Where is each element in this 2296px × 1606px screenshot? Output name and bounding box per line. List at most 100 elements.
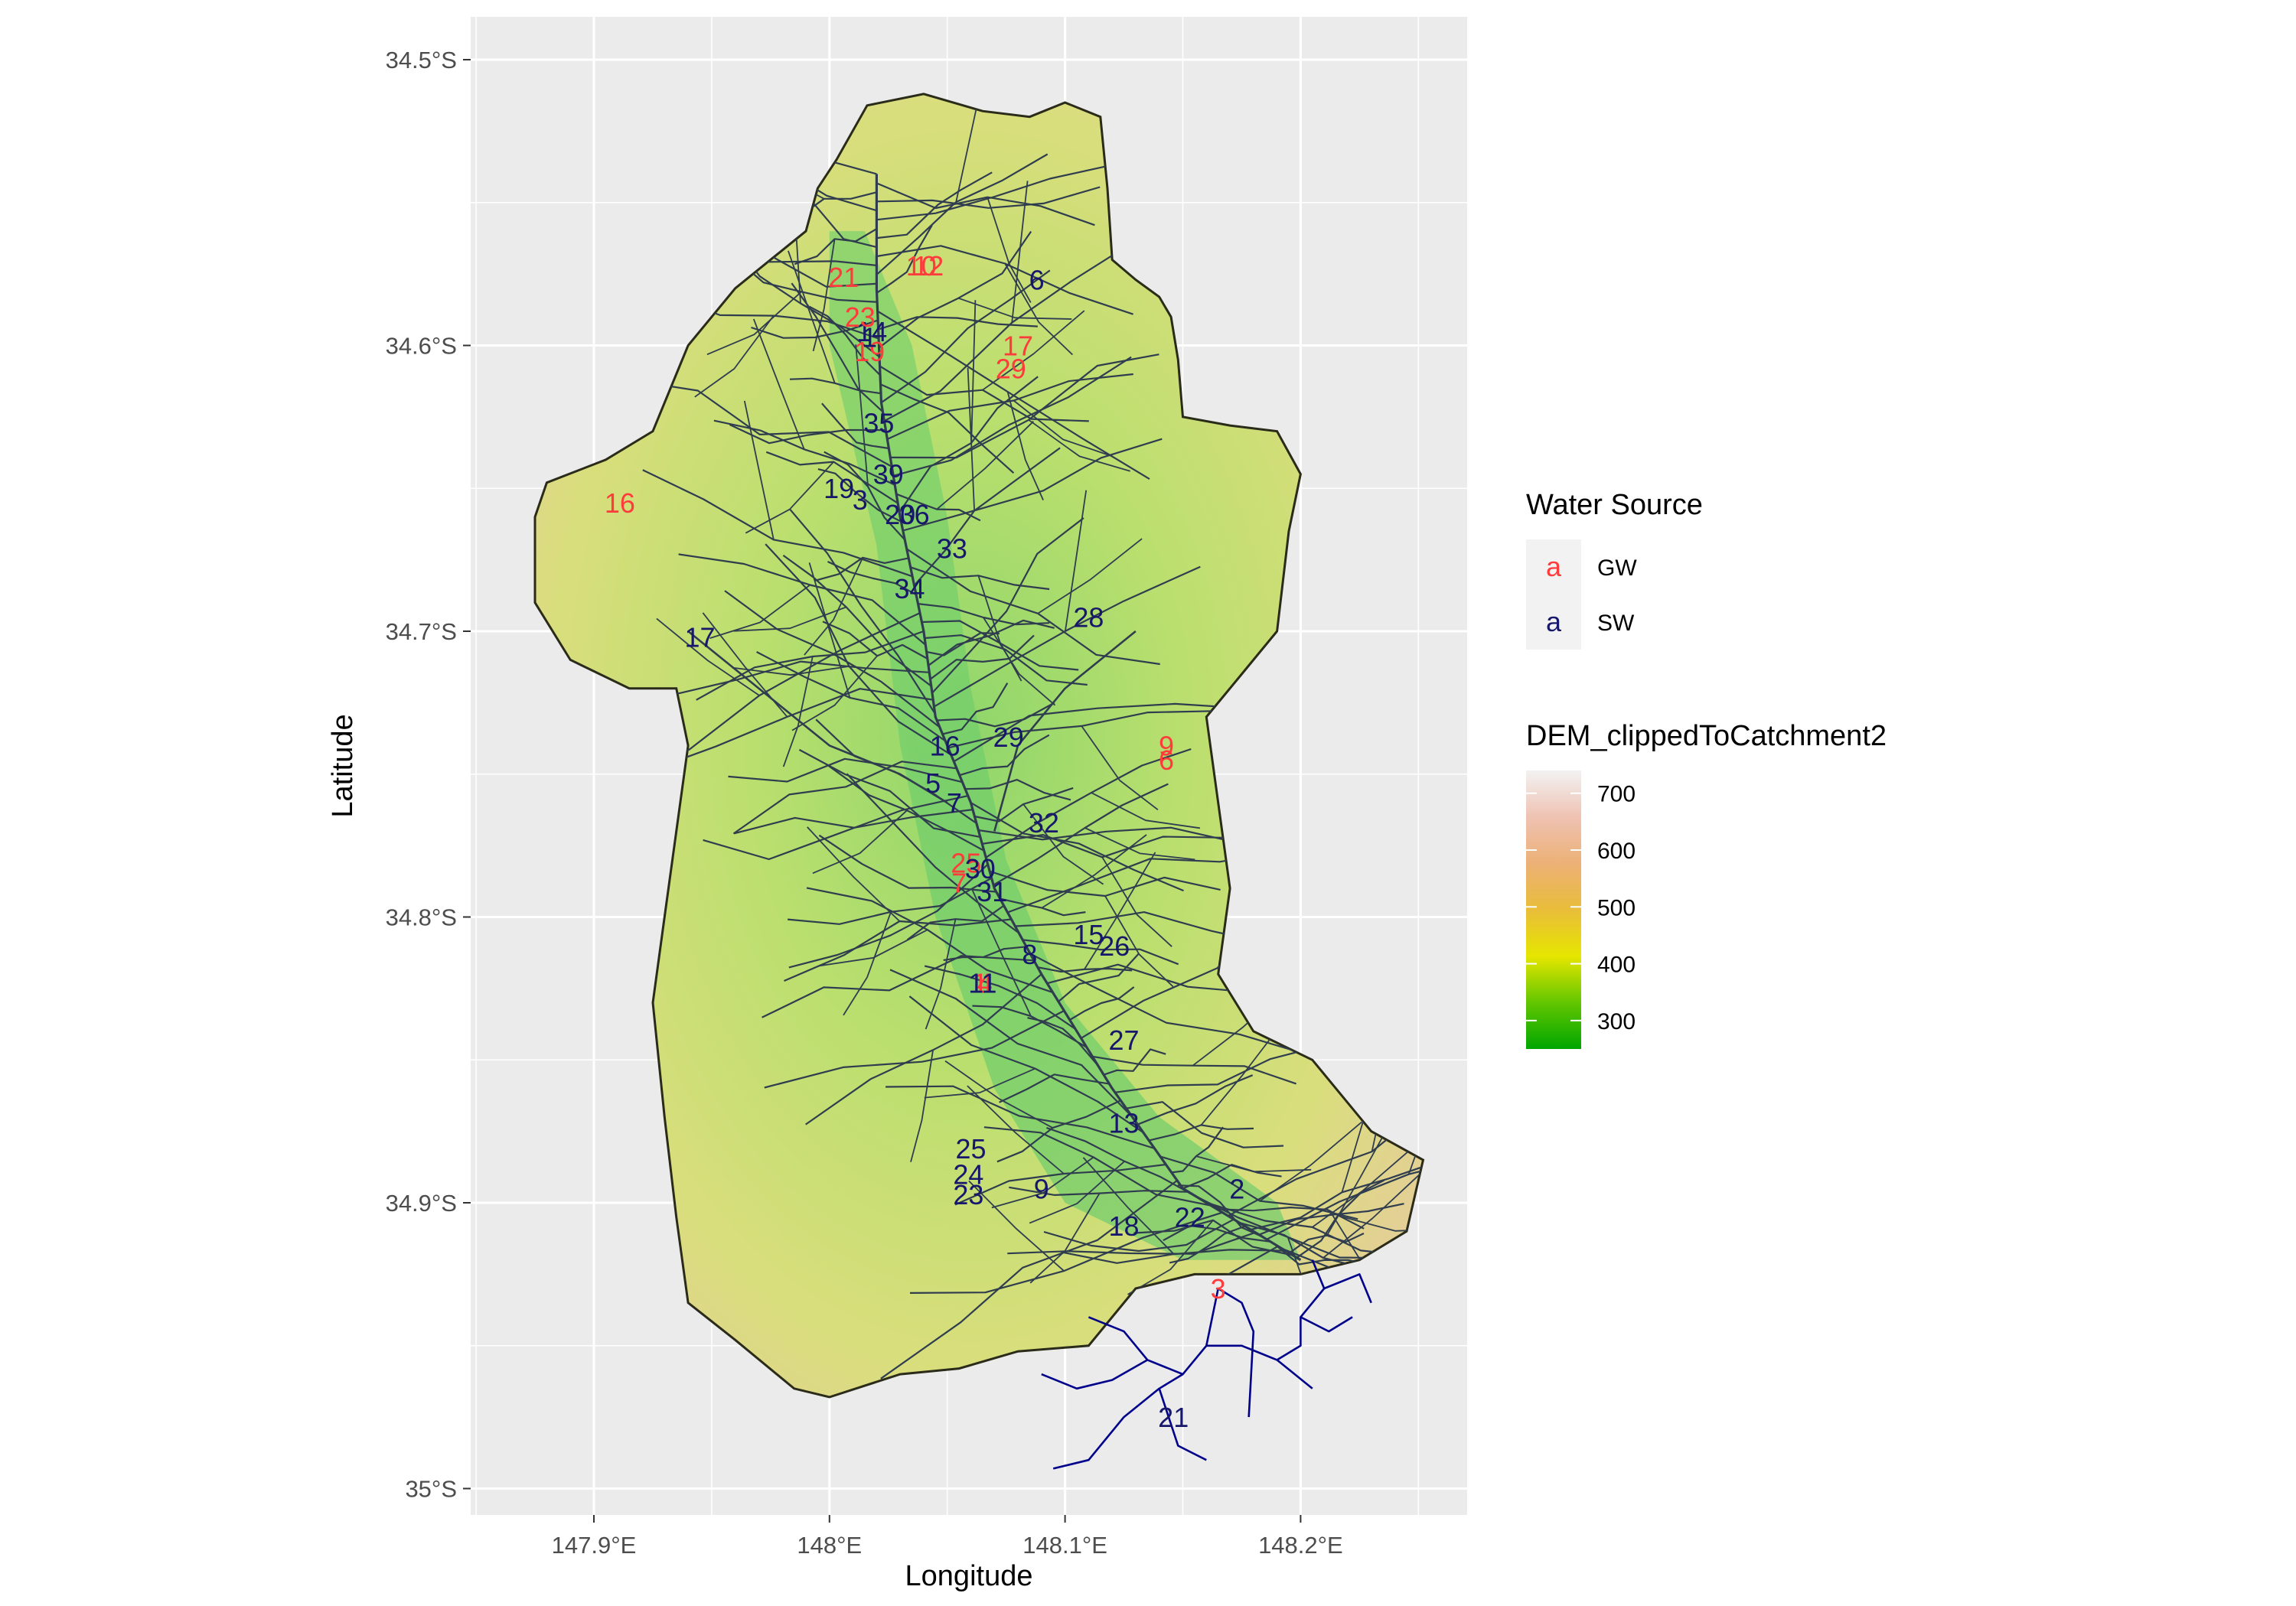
site-label-sw: 21 (1158, 1402, 1189, 1433)
site-label-sw: 23 (953, 1179, 983, 1210)
tributary (889, 969, 1133, 1117)
tributary (982, 310, 1085, 391)
legend-label-sw: SW (1597, 611, 1635, 636)
tributary (1069, 986, 1135, 1021)
site-label-gw: 25 (951, 848, 981, 879)
tributary (843, 911, 892, 1016)
tributary (1058, 953, 1140, 1002)
x-tick-label: 148.2°E (1258, 1532, 1343, 1559)
site-label-sw: 33 (937, 533, 967, 565)
tributary (788, 863, 989, 969)
tributary (815, 718, 977, 824)
site-label-sw: 29 (993, 722, 1024, 753)
tributary (1065, 490, 1088, 632)
site-label-sw: 13 (1108, 1107, 1139, 1139)
tributary (1103, 1048, 1166, 1076)
tributary (1091, 792, 1201, 829)
legend-key-sw-glyph: a (1546, 606, 1562, 637)
downstream-river-segment (1218, 1287, 1255, 1418)
dem-tick-label: 300 (1597, 1009, 1636, 1034)
site-label-sw: 14 (856, 316, 887, 347)
dem-tick-label: 500 (1597, 895, 1636, 920)
legend-title-water-source: Water Source (1526, 489, 1703, 521)
tributary (703, 795, 969, 861)
tributary (880, 1180, 1178, 1380)
site-label-sw: 11 (968, 967, 996, 998)
downstream-river (1041, 1259, 1372, 1470)
x-tick-label: 148.1°E (1022, 1532, 1107, 1559)
x-tick-label: 147.9°E (552, 1532, 637, 1559)
tributary (924, 965, 1076, 1030)
tributary (876, 224, 933, 294)
tributary (1322, 1172, 1422, 1259)
y-axis-title: Latitude (327, 714, 359, 817)
site-label-gw: 16 (605, 487, 635, 519)
site-label-gw: 19 (854, 336, 885, 367)
site-label-gw: 7 (951, 868, 967, 899)
site-label-sw: 3 (853, 484, 868, 516)
tributary (702, 612, 788, 718)
site-label-sw: 1 (862, 321, 877, 353)
tributary (782, 656, 814, 767)
tributary (877, 310, 1150, 480)
tributary (942, 682, 1009, 735)
tributary (743, 400, 775, 540)
legend-key-gw-box (1526, 539, 1581, 595)
tributary (732, 666, 850, 676)
tributary (694, 315, 775, 398)
tributary (1041, 834, 1147, 909)
dem-tick-label: 400 (1597, 953, 1636, 978)
tributary (818, 834, 996, 893)
tributary (983, 617, 1056, 706)
tributary (1043, 1218, 1234, 1253)
tributary (880, 383, 1015, 474)
downstream-river-segment (1300, 1316, 1353, 1333)
tributary (1028, 419, 1130, 472)
tributary (978, 826, 1234, 843)
site-label-sw: 30 (965, 853, 996, 884)
tributary (967, 367, 975, 511)
tributary (827, 561, 917, 596)
legend: Water Source a GW a SW DEM_clippedToCatc… (1526, 489, 1887, 1049)
tributary (846, 773, 1019, 934)
tributary (925, 919, 957, 1030)
tributary (1027, 1017, 1099, 1067)
tributary (812, 810, 908, 875)
tributary (762, 955, 1035, 1018)
site-label-gw: 3 (1211, 1273, 1226, 1305)
tributary (1337, 1214, 1424, 1232)
site-label-sw: 5 (925, 767, 941, 799)
tributary (1114, 1044, 1323, 1093)
tributary (970, 802, 1184, 892)
tributary (1182, 1164, 1282, 1190)
y-tick-label: 34.6°S (386, 333, 457, 360)
site-label-gw: 9 (1159, 730, 1174, 761)
tributary (1081, 725, 1159, 811)
dem-tick-label: 600 (1597, 839, 1636, 864)
tributary (788, 250, 836, 384)
site-label-sw: 9 (1034, 1173, 1049, 1204)
tributary (817, 468, 902, 523)
tributary (1126, 1101, 1284, 1148)
site-label-sw: 22 (1175, 1202, 1205, 1233)
site-label-sw: 7 (947, 787, 962, 819)
tributary (955, 93, 987, 203)
tributary (999, 1073, 1110, 1103)
site-label-sw: 24 (953, 1159, 983, 1191)
tributary (1011, 181, 1029, 323)
legend-label-gw: GW (1597, 555, 1637, 581)
site-label-sw: 16 (930, 730, 960, 761)
tributary (876, 186, 1101, 209)
tributary (991, 1156, 1094, 1209)
site-label-gw: 23 (845, 301, 876, 333)
tributary (878, 316, 1038, 331)
site-label-sw: 15 (1073, 919, 1104, 950)
tributary (791, 282, 884, 413)
tributary (1163, 1224, 1271, 1243)
tributary (855, 344, 869, 487)
downstream-river-segment (1041, 1359, 1148, 1390)
tributary (1137, 1074, 1254, 1126)
tributary (1177, 1184, 1264, 1238)
tributary (959, 734, 1050, 777)
